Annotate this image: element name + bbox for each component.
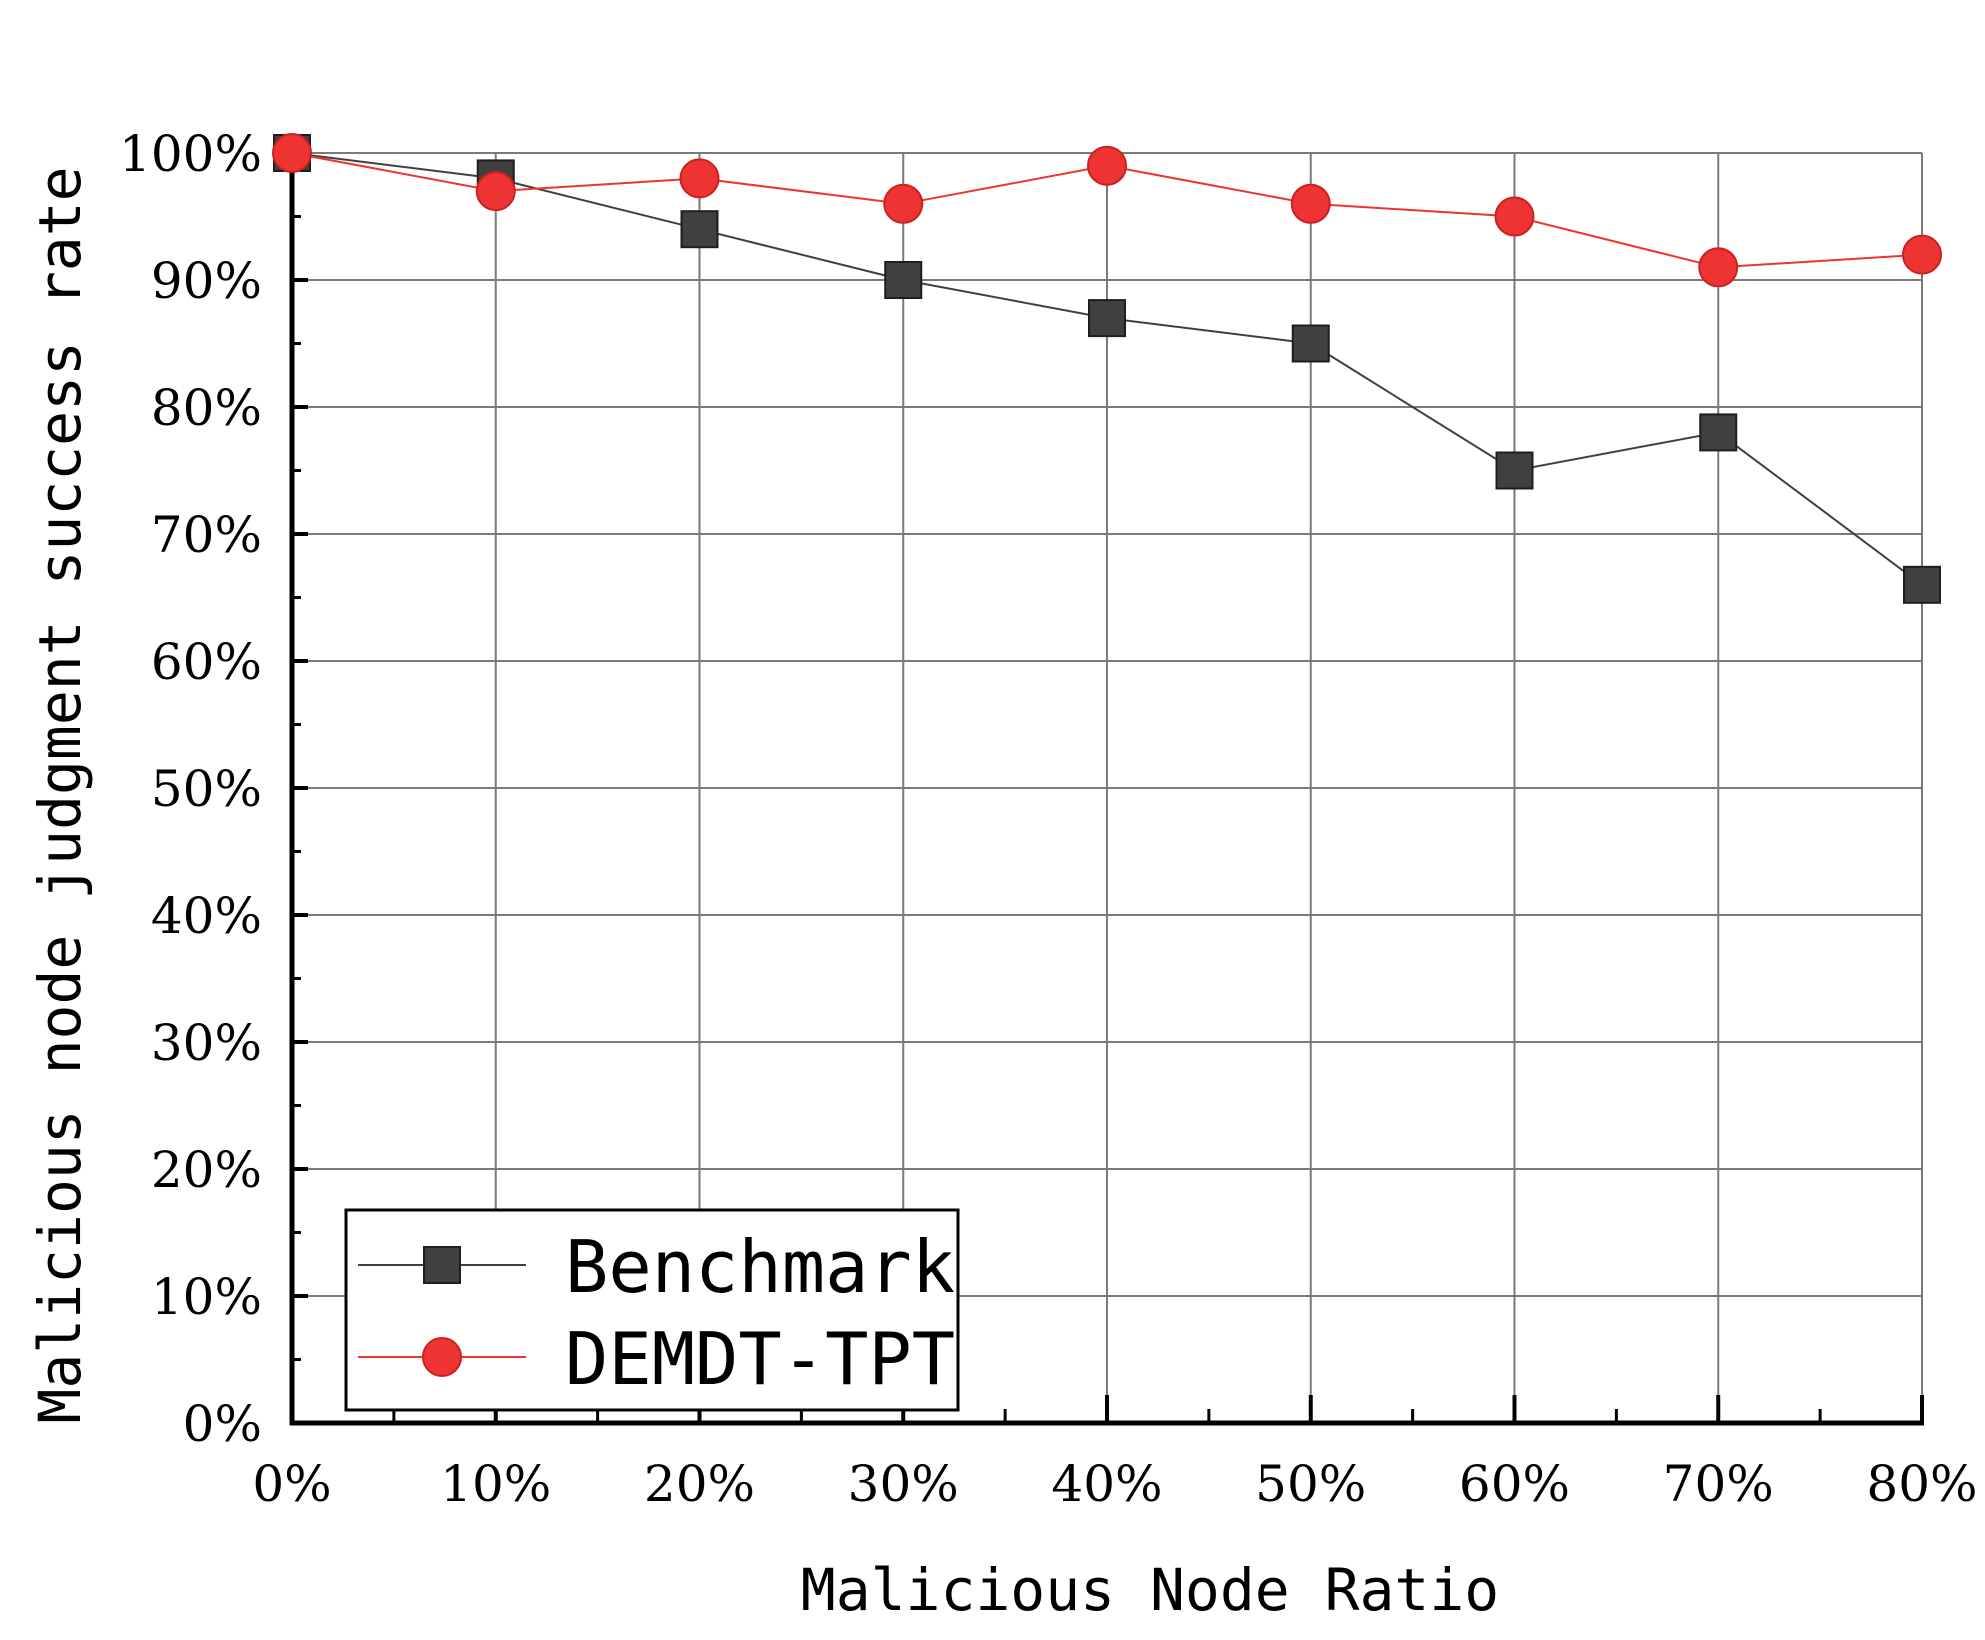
data-point-benchmark <box>1699 413 1738 452</box>
y-tick-label: 40% <box>151 887 262 945</box>
data-point-benchmark <box>1291 324 1330 363</box>
x-tick-label: 50% <box>1255 1455 1366 1513</box>
data-point-demdt-tpt <box>883 183 924 224</box>
x-tick-label: 0% <box>252 1455 331 1513</box>
y-axis-title: Malicious node judgment success rate <box>26 166 94 1423</box>
y-tick-label: 60% <box>151 633 262 691</box>
y-tick-label: 30% <box>151 1014 262 1072</box>
y-tick-label: 20% <box>151 1141 262 1199</box>
legend-marker-demdt-tpt <box>422 1337 462 1377</box>
x-tick-label: 40% <box>1051 1455 1162 1513</box>
legend: Benchmark DEMDT-TPT <box>344 1208 960 1412</box>
data-point-demdt-tpt <box>1698 247 1739 288</box>
data-point-demdt-tpt <box>1902 234 1942 275</box>
tick-labels: 0% 10% 20% 30% 40% 50% 60% 70% 80% 90% 100% 0% 10% 20… <box>119 125 1978 1513</box>
x-axis-title: Malicious Node Ratio <box>801 1556 1499 1624</box>
data-point-demdt-tpt <box>1087 145 1127 186</box>
y-tick-label: 80% <box>151 379 262 437</box>
x-tick-label: 70% <box>1663 1455 1774 1513</box>
data-point-benchmark <box>680 210 719 249</box>
data-point-benchmark <box>1495 451 1534 490</box>
y-tick-label: 10% <box>151 1268 262 1326</box>
data-point-demdt-tpt <box>1290 183 1331 224</box>
x-tick-label: 10% <box>440 1455 551 1513</box>
legend-box <box>344 1208 960 1412</box>
data-series <box>272 133 1942 604</box>
x-tick-label: 60% <box>1459 1455 1570 1513</box>
data-point-demdt-tpt <box>1494 196 1535 237</box>
data-point-benchmark <box>884 261 923 299</box>
y-tick-label: 100% <box>119 125 262 183</box>
y-tick-label: 90% <box>151 252 262 310</box>
data-point-benchmark <box>1088 299 1126 338</box>
y-tick-label: 70% <box>151 506 262 564</box>
legend-label-demdt-tpt: DEMDT-TPT <box>565 1317 955 1401</box>
data-point-demdt-tpt <box>475 171 516 212</box>
x-tick-label: 30% <box>848 1455 959 1513</box>
legend-marker-benchmark <box>423 1246 461 1284</box>
data-point-benchmark <box>1903 565 1941 604</box>
data-point-demdt-tpt <box>272 133 312 173</box>
x-tick-label: 80% <box>1866 1455 1977 1513</box>
legend-label-benchmark: Benchmark <box>565 1225 955 1309</box>
y-tick-label: 0% <box>183 1395 262 1453</box>
axes <box>289 151 1924 1426</box>
data-point-demdt-tpt <box>679 158 720 199</box>
x-tick-label: 20% <box>644 1455 755 1513</box>
y-tick-label: 50% <box>151 760 262 818</box>
